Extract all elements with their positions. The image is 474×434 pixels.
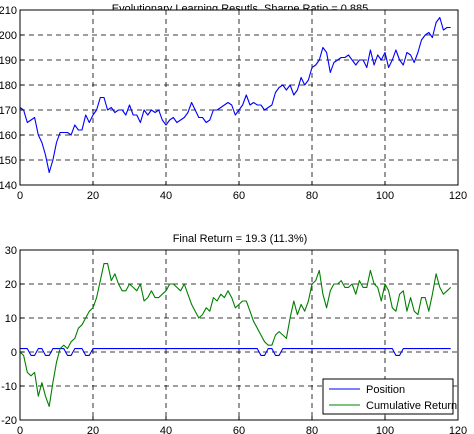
top-y-tick-label: 140: [0, 180, 17, 192]
top-y-axis: 140 150 160 170 180 190 200 210: [0, 5, 24, 192]
bottom-y-tick-label: -10: [1, 381, 17, 393]
bottom-plot-frame: [19, 249, 459, 421]
bottom-x-axis: 0 20 40 60 80 100 120: [17, 416, 467, 434]
top-x-tick-label: 0: [17, 190, 23, 202]
top-line-series-0: [19, 16, 451, 174]
top-x-tick-label: 60: [233, 190, 245, 202]
top-x-tick-label: 120: [449, 190, 467, 202]
subplot-top: Evolutionary Learning Resutls, Sharpe Ra…: [0, 3, 467, 202]
bottom-y-tick-label: -20: [1, 415, 17, 427]
legend-label-position: Position: [366, 384, 405, 396]
top-y-tick-label: 210: [0, 5, 17, 17]
top-x-axis: 0 20 40 60 80 100 120: [17, 181, 467, 202]
bottom-y-tick-label: 30: [5, 245, 17, 257]
top-y-tick-label: 170: [0, 105, 17, 117]
bottom-x-tick-label: 20: [87, 425, 99, 434]
bottom-line-cumulative-return: [19, 263, 452, 407]
bottom-x-tick-label: 100: [376, 425, 394, 434]
bottom-y-tick-label: 0: [11, 347, 17, 359]
top-series: [19, 16, 451, 174]
top-y-tick-label: 200: [0, 30, 17, 42]
bottom-chart-title: Final Return = 19.3 (11.3%): [173, 233, 308, 245]
top-y-tick-label: 190: [0, 55, 17, 67]
bottom-line-position: [20, 348, 451, 356]
bottom-x-tick-label: 40: [160, 425, 172, 434]
bottom-series: [19, 263, 452, 407]
top-y-tick-label: 150: [0, 155, 17, 167]
top-x-tick-label: 80: [306, 190, 318, 202]
bottom-x-tick-label: 120: [449, 425, 467, 434]
bottom-grid: [20, 250, 458, 420]
legend-box: [322, 378, 454, 415]
top-x-tick-label: 100: [376, 190, 394, 202]
bottom-x-tick-label: 60: [233, 425, 245, 434]
top-x-tick-label: 20: [87, 190, 99, 202]
top-y-tick-label: 180: [0, 80, 17, 92]
top-x-tick-label: 40: [160, 190, 172, 202]
bottom-x-tick-label: 0: [17, 425, 23, 434]
bottom-y-tick-label: 20: [5, 279, 17, 291]
top-plot-frame: [19, 9, 459, 186]
bottom-x-tick-label: 80: [306, 425, 318, 434]
legend: Position Cumulative Return: [322, 378, 457, 415]
top-y-tick-label: 160: [0, 130, 17, 142]
subplot-bottom: Final Return = 19.3 (11.3%) 0 20 40 60 80 100…: [1, 233, 467, 434]
bottom-y-tick-label: 10: [5, 313, 17, 325]
legend-label-cumulative-return: Cumulative Return: [366, 400, 457, 412]
